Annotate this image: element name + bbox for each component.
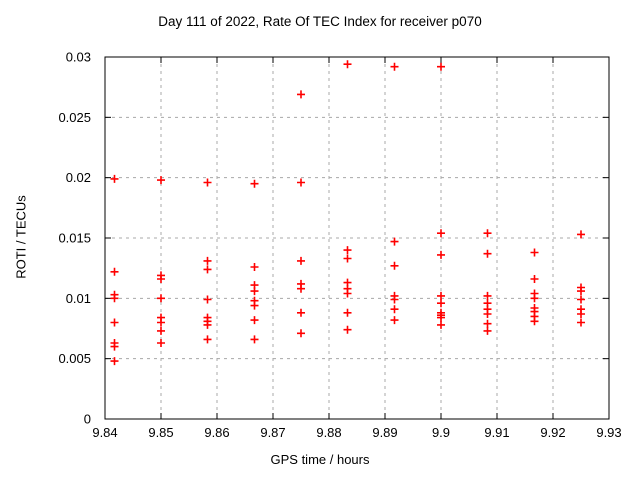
svg-text:0.005: 0.005 — [58, 351, 91, 366]
svg-text:9.86: 9.86 — [204, 425, 229, 440]
svg-text:9.93: 9.93 — [596, 425, 621, 440]
svg-text:9.92: 9.92 — [540, 425, 565, 440]
svg-text:9.89: 9.89 — [372, 425, 397, 440]
svg-text:0: 0 — [84, 412, 91, 427]
svg-text:0.025: 0.025 — [58, 110, 91, 125]
svg-text:9.87: 9.87 — [260, 425, 285, 440]
svg-text:9.85: 9.85 — [148, 425, 173, 440]
plot-border — [104, 56, 610, 420]
chart-title: Day 111 of 2022, Rate Of TEC Index for r… — [158, 14, 482, 29]
data-points — [110, 60, 585, 366]
svg-text:9.91: 9.91 — [484, 425, 509, 440]
svg-text:9.88: 9.88 — [316, 425, 341, 440]
gridlines — [105, 57, 609, 419]
svg-text:0.01: 0.01 — [66, 291, 91, 306]
svg-text:0.02: 0.02 — [66, 170, 91, 185]
svg-text:9.84: 9.84 — [92, 425, 117, 440]
tick-labels: 9.84 9.85 9.86 9.87 9.88 9.89 9.9 9.91 9.92 9.93 0… — [58, 50, 621, 441]
x-axis-label: GPS time / hours — [270, 452, 370, 467]
svg-text:0.015: 0.015 — [58, 231, 91, 246]
svg-text:0.03: 0.03 — [66, 50, 91, 65]
svg-text:9.9: 9.9 — [432, 425, 450, 440]
